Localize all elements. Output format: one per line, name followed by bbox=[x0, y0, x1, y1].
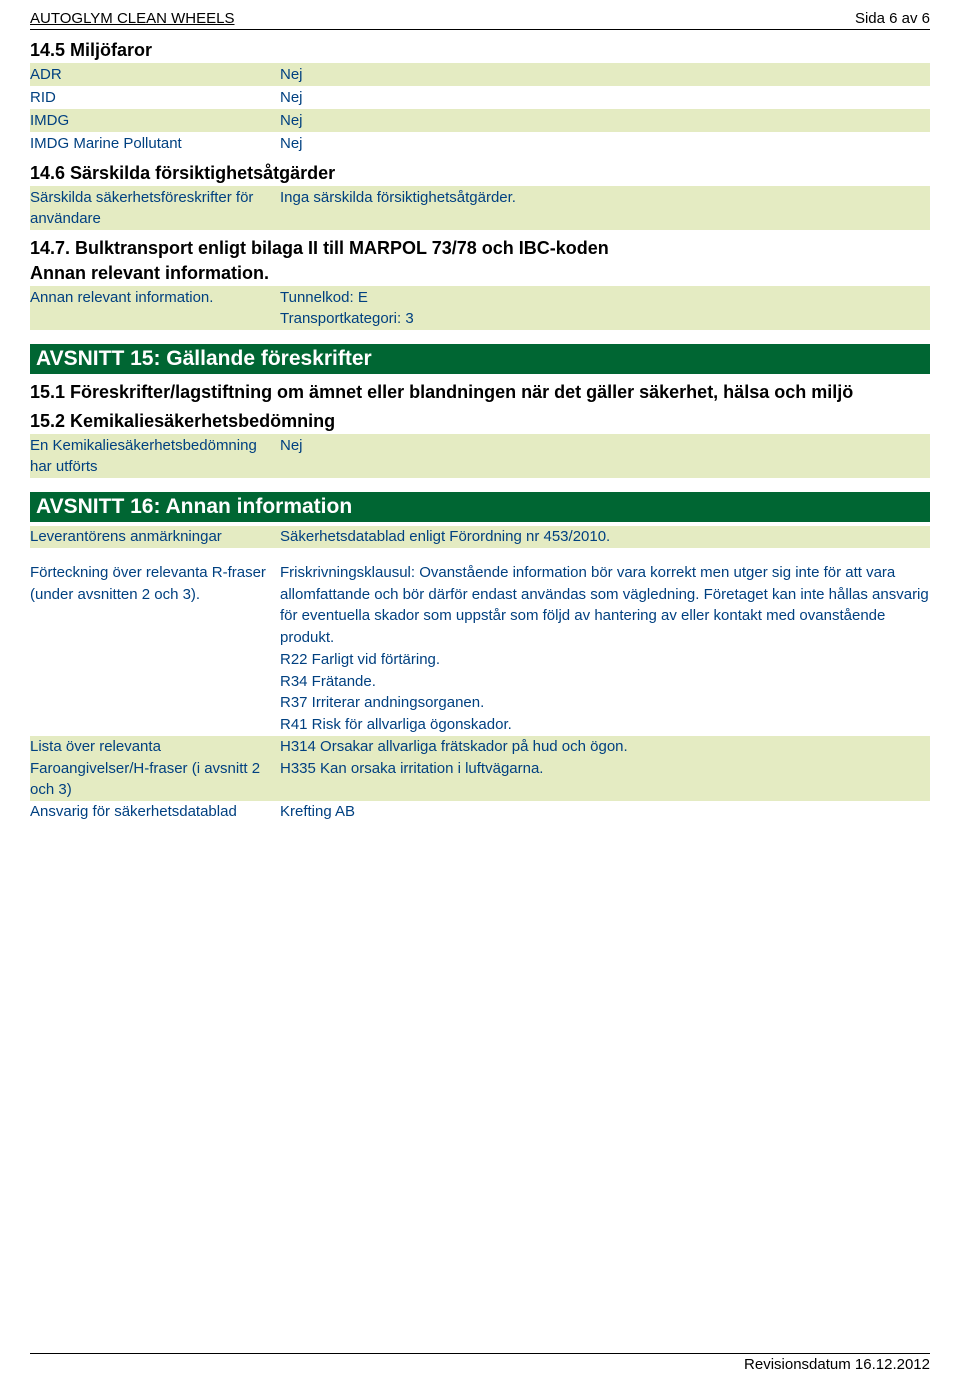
label-responsible: Ansvarig för säkerhetsdatablad bbox=[30, 801, 280, 823]
section-16-bar: AVSNITT 16: Annan information bbox=[30, 492, 930, 522]
section-15-1-title: 15.1 Föreskrifter/lagstiftning om ämnet … bbox=[30, 382, 930, 403]
row-imdg: IMDG Nej bbox=[30, 109, 930, 132]
page-number: Sida 6 av 6 bbox=[855, 10, 930, 27]
label-r-phrases: Förteckning över relevanta R-fraser (und… bbox=[30, 562, 280, 736]
row-responsible: Ansvarig för säkerhetsdatablad Krefting … bbox=[30, 801, 930, 823]
value-chem-assess: Nej bbox=[280, 434, 930, 478]
label-user-precautions: Särskilda säkerhetsföreskrifter för anvä… bbox=[30, 186, 280, 230]
label-imdg-marine: IMDG Marine Pollutant bbox=[30, 132, 280, 155]
row-imdg-marine: IMDG Marine Pollutant Nej bbox=[30, 132, 930, 155]
row-user-precautions: Särskilda säkerhetsföreskrifter för anvä… bbox=[30, 186, 930, 230]
section-14-6-title: 14.6 Särskilda försiktighetsåtgärder bbox=[30, 163, 930, 184]
section-14-7-title: 14.7. Bulktransport enligt bilaga II til… bbox=[30, 238, 930, 259]
value-other-info: Tunnelkod: E Transportkategori: 3 bbox=[280, 286, 930, 330]
row-rid: RID Nej bbox=[30, 86, 930, 109]
value-rid: Nej bbox=[280, 86, 930, 109]
row-adr: ADR Nej bbox=[30, 63, 930, 86]
row-other-info: Annan relevant information. Tunnelkod: E… bbox=[30, 286, 930, 330]
label-imdg: IMDG bbox=[30, 109, 280, 132]
row-h-phrases: Lista över relevanta Faroangivelser/H-fr… bbox=[30, 736, 930, 801]
value-user-precautions: Inga särskilda försiktighetsåtgärder. bbox=[280, 186, 930, 230]
value-adr: Nej bbox=[280, 63, 930, 86]
label-other-info: Annan relevant information. bbox=[30, 286, 280, 330]
section-15-2-title: 15.2 Kemikaliesäkerhetsbedömning bbox=[30, 411, 930, 432]
section-14-7-subtitle: Annan relevant information. bbox=[30, 263, 930, 284]
label-adr: ADR bbox=[30, 63, 280, 86]
value-imdg-marine: Nej bbox=[280, 132, 930, 155]
page-header: AUTOGLYM CLEAN WHEELS Sida 6 av 6 bbox=[30, 10, 930, 30]
revision-date: Revisionsdatum 16.12.2012 bbox=[744, 1356, 930, 1373]
label-chem-assess: En Kemikaliesäkerhetsbedömning har utför… bbox=[30, 434, 280, 478]
value-responsible: Krefting AB bbox=[280, 801, 930, 823]
value-imdg: Nej bbox=[280, 109, 930, 132]
section-15-bar: AVSNITT 15: Gällande föreskrifter bbox=[30, 344, 930, 374]
row-chem-assess: En Kemikaliesäkerhetsbedömning har utför… bbox=[30, 434, 930, 478]
label-supplier-notes: Leverantörens anmärkningar bbox=[30, 526, 280, 548]
value-r-phrases: Friskrivningsklausul: Ovanstående inform… bbox=[280, 562, 930, 736]
label-rid: RID bbox=[30, 86, 280, 109]
label-h-phrases: Lista över relevanta Faroangivelser/H-fr… bbox=[30, 736, 280, 801]
value-supplier-notes: Säkerhetsdatablad enligt Förordning nr 4… bbox=[280, 526, 930, 548]
product-name: AUTOGLYM CLEAN WHEELS bbox=[30, 10, 235, 27]
row-supplier-notes: Leverantörens anmärkningar Säkerhetsdata… bbox=[30, 526, 930, 548]
value-h-phrases: H314 Orsakar allvarliga frätskador på hu… bbox=[280, 736, 930, 801]
page-footer: Revisionsdatum 16.12.2012 bbox=[30, 1353, 930, 1373]
row-r-phrases: Förteckning över relevanta R-fraser (und… bbox=[30, 562, 930, 736]
section-14-5-title: 14.5 Miljöfaror bbox=[30, 40, 930, 61]
